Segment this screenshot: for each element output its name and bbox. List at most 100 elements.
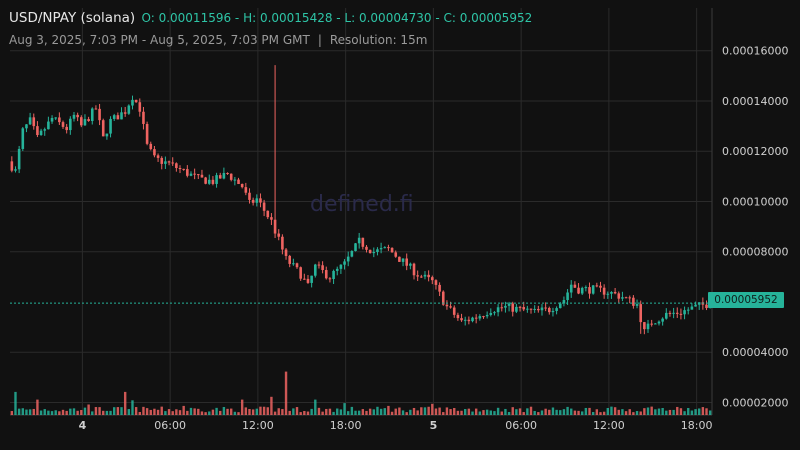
candle-body [547,307,551,313]
volume-bar [442,412,445,415]
candle-body [632,297,635,306]
volume-bar [138,411,141,415]
volume-bar [482,410,485,415]
candle-body [61,122,65,127]
candle-body [591,285,595,294]
volume-bar [50,411,54,415]
time-range: Aug 3, 2025, 7:03 PM - Aug 5, 2025, 7:03… [9,33,310,47]
candle-body [335,268,339,271]
volume-bar [127,409,131,415]
y-tick-label: 0.00016000 [722,45,788,58]
volume-bar [570,408,573,415]
volume-bar [617,409,620,415]
volume-bar [14,391,17,415]
volume-bar [449,409,452,415]
volume-bar [116,407,120,415]
volume-bar [153,408,156,415]
volume-bar [387,405,390,415]
volume-bar [317,407,321,415]
candle-body [237,179,240,184]
candle-body [171,162,175,164]
x-tick-label: 06:00 [154,419,186,432]
volume-bar [347,411,350,415]
volume-bar [610,406,613,415]
candle-body [515,306,518,312]
candle-body [643,322,646,330]
candle-body [478,316,482,319]
candle-body [390,247,394,253]
volume-bar [372,409,375,415]
candle-body [226,172,229,174]
candle-body [142,111,145,124]
candle-body [504,305,507,308]
volume-bar [54,410,57,415]
volume-bar [412,407,416,415]
volume-bar [544,408,547,415]
candle-body [595,285,599,287]
volume-bar [624,411,628,415]
candle-body [621,297,624,299]
volume-bar [581,411,584,415]
volume-bar [533,410,536,415]
candle-body [452,307,456,315]
volume-bar [219,410,222,415]
volume-bar [230,408,233,415]
volume-bar [211,409,215,415]
candle-body [248,192,251,200]
y-tick-label: 0.00008000 [722,246,788,259]
volume-bar [401,410,405,415]
volume-bar [708,410,712,415]
volume-bar [255,408,258,415]
volume-bar [10,411,14,415]
volume-bar [72,408,76,415]
volume-bar [489,410,492,415]
candle-body [533,308,536,310]
candle-body [372,251,376,254]
candle-body [211,179,215,184]
candle-body [379,248,383,250]
last-price-tag: 0.00005952 [708,292,784,308]
candle-body [98,108,101,121]
volume-bar [160,406,163,415]
candle-body [299,267,302,279]
y-tick-label: 0.00014000 [722,95,788,108]
volume-bar [248,408,251,415]
candle-body [602,287,606,295]
candle-body [218,175,222,179]
candle-body [204,177,207,184]
candle-body [10,161,14,171]
candle-body [357,237,361,244]
candle-body [266,210,270,218]
volume-bar [145,408,149,415]
volume-bar [496,407,500,415]
volume-bar [529,406,533,415]
candle-body [445,304,449,307]
volume-bar [705,408,708,415]
volume-bar [657,408,661,415]
volume-bar [288,410,291,415]
volume-bar [123,391,127,415]
volume-bar [134,407,138,415]
y-tick-label: 0.00010000 [722,195,788,208]
y-tick-label: 0.00004000 [722,346,788,359]
candle-body [588,287,591,294]
candle-body [131,99,134,106]
volume-bar [661,407,664,415]
x-tick-label: 18:00 [330,419,362,432]
x-tick-label: 12:00 [242,419,274,432]
candle-body [101,120,105,137]
volume-bar [595,409,599,415]
candle-body [112,115,116,119]
candle-body [167,161,171,163]
volume-bar [394,408,397,415]
volume-bar [548,409,551,415]
volume-bar [639,411,642,415]
candle-body [90,108,94,122]
candle-body [123,112,127,114]
volume-bar [39,410,43,415]
volume-bar [438,407,441,415]
candle-body [569,284,573,293]
y-tick-label: 0.00002000 [722,396,788,409]
candle-body [423,274,427,277]
volume-bar [464,409,467,415]
